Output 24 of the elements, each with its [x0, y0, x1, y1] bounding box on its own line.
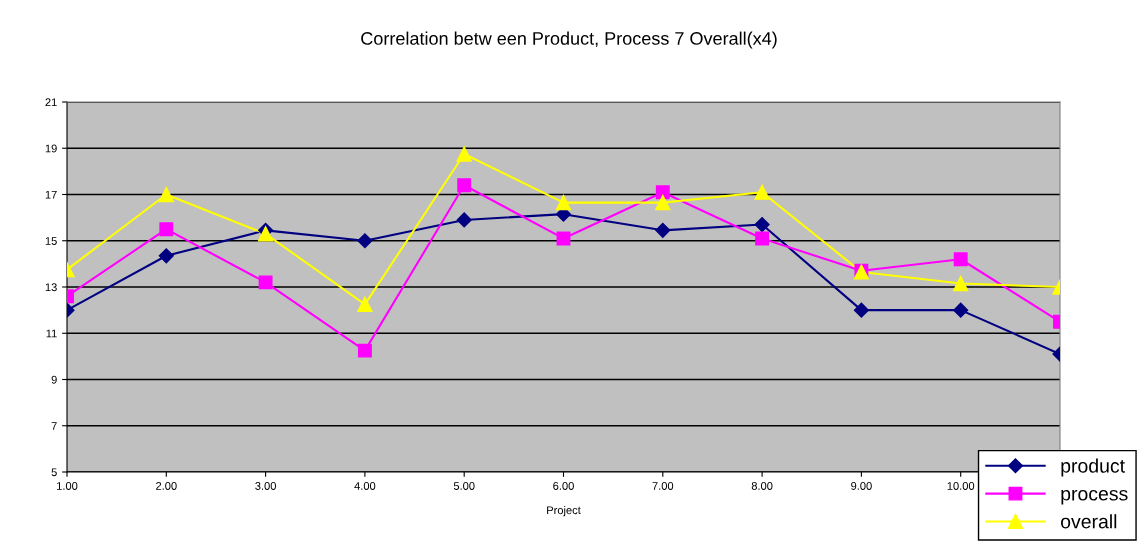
x-tick-label: 2.00: [156, 482, 177, 490]
y-tick-label: 5: [51, 468, 57, 477]
y-tick-label: 21: [45, 98, 57, 107]
x-tick-label: 3.00: [255, 482, 276, 490]
y-tick-label: 15: [45, 237, 57, 245]
legend-label: product: [1061, 458, 1125, 477]
y-tick-label: 11: [46, 329, 57, 338]
y-tick-label: 9: [51, 375, 57, 384]
x-tick-label: 7.00: [652, 482, 674, 490]
x-tick-label: 6.00: [553, 482, 574, 490]
legend-label: overall: [1061, 514, 1117, 529]
y-tick-label: 7: [51, 422, 57, 430]
chart-title: Correlation betw een Product, Process 7 Overall(x4): [361, 31, 777, 49]
x-tick-label: 4.00: [354, 482, 376, 490]
x-axis-title: Project: [547, 505, 581, 517]
x-tick-label: 10.00: [947, 482, 975, 490]
x-tick-label: 1.00: [57, 482, 78, 490]
x-tick-label: 5.00: [453, 482, 475, 490]
x-tick-label: 8.00: [751, 482, 773, 490]
y-tick-label: 13: [45, 283, 57, 292]
x-tick-label: 9.00: [851, 482, 872, 490]
y-tick-label: 17: [45, 190, 57, 199]
legend-label: process: [1061, 489, 1128, 505]
y-tick-label: 19: [45, 144, 57, 153]
